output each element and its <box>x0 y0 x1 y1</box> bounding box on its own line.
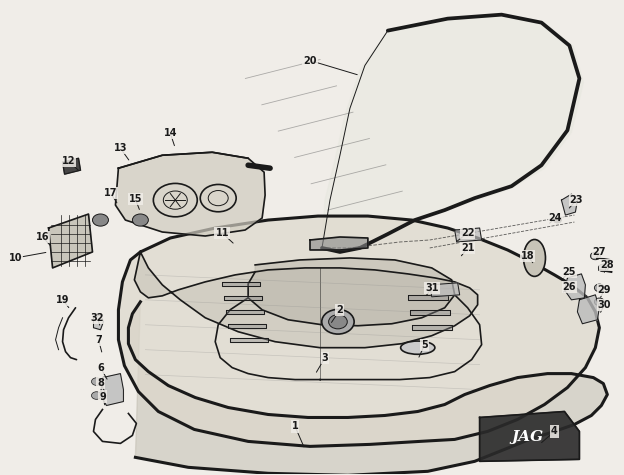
Polygon shape <box>562 194 577 215</box>
Text: 14: 14 <box>163 128 177 138</box>
Text: 27: 27 <box>593 247 606 257</box>
Text: 4: 4 <box>551 427 558 437</box>
Circle shape <box>595 284 605 292</box>
Text: 22: 22 <box>461 228 474 238</box>
Ellipse shape <box>401 341 435 354</box>
Text: JAG: JAG <box>512 430 544 445</box>
Circle shape <box>92 392 102 399</box>
Polygon shape <box>412 325 452 330</box>
Text: 20: 20 <box>303 56 317 66</box>
Polygon shape <box>94 315 104 330</box>
Text: 1: 1 <box>291 421 298 431</box>
Polygon shape <box>480 411 580 461</box>
Text: 19: 19 <box>56 295 69 305</box>
Text: 2: 2 <box>336 305 343 315</box>
Text: 16: 16 <box>36 232 49 242</box>
Polygon shape <box>248 258 455 326</box>
Text: 17: 17 <box>104 188 117 198</box>
Polygon shape <box>408 295 447 300</box>
Polygon shape <box>410 310 450 315</box>
Circle shape <box>553 217 562 223</box>
Circle shape <box>132 214 149 226</box>
Text: 3: 3 <box>321 352 328 362</box>
Polygon shape <box>430 283 460 297</box>
Ellipse shape <box>524 239 545 276</box>
Text: 26: 26 <box>563 282 576 292</box>
Text: 5: 5 <box>421 340 428 350</box>
Text: 28: 28 <box>600 260 614 270</box>
Polygon shape <box>119 216 600 446</box>
Polygon shape <box>134 252 477 348</box>
Polygon shape <box>228 324 266 328</box>
Polygon shape <box>322 15 583 252</box>
Polygon shape <box>129 302 607 475</box>
Circle shape <box>590 252 600 260</box>
Polygon shape <box>577 295 600 324</box>
Circle shape <box>92 214 109 226</box>
Polygon shape <box>62 158 80 174</box>
Text: 23: 23 <box>570 195 583 205</box>
Text: 18: 18 <box>520 251 534 261</box>
Polygon shape <box>565 274 585 300</box>
Text: 8: 8 <box>97 378 104 388</box>
Polygon shape <box>115 152 265 236</box>
Polygon shape <box>455 228 482 242</box>
Polygon shape <box>100 374 124 406</box>
Text: 7: 7 <box>95 335 102 345</box>
Polygon shape <box>230 338 268 342</box>
Text: 29: 29 <box>598 285 611 295</box>
Text: 30: 30 <box>598 300 611 310</box>
Text: 10: 10 <box>9 253 22 263</box>
Circle shape <box>329 314 348 329</box>
Text: 15: 15 <box>129 194 142 204</box>
Text: 13: 13 <box>114 143 127 153</box>
Text: 9: 9 <box>99 391 106 401</box>
Circle shape <box>322 309 354 334</box>
Circle shape <box>598 264 608 272</box>
Polygon shape <box>310 237 368 250</box>
Text: 25: 25 <box>563 267 576 277</box>
Text: 32: 32 <box>90 313 104 323</box>
Circle shape <box>595 298 605 305</box>
Circle shape <box>92 378 102 385</box>
Text: 11: 11 <box>215 228 229 238</box>
Text: 24: 24 <box>548 213 562 223</box>
Text: 21: 21 <box>461 243 474 253</box>
Text: 6: 6 <box>97 362 104 372</box>
Polygon shape <box>222 282 260 286</box>
Polygon shape <box>226 310 264 314</box>
Text: 12: 12 <box>62 156 76 166</box>
Text: 31: 31 <box>425 283 439 293</box>
Polygon shape <box>49 214 92 268</box>
Polygon shape <box>224 296 262 300</box>
